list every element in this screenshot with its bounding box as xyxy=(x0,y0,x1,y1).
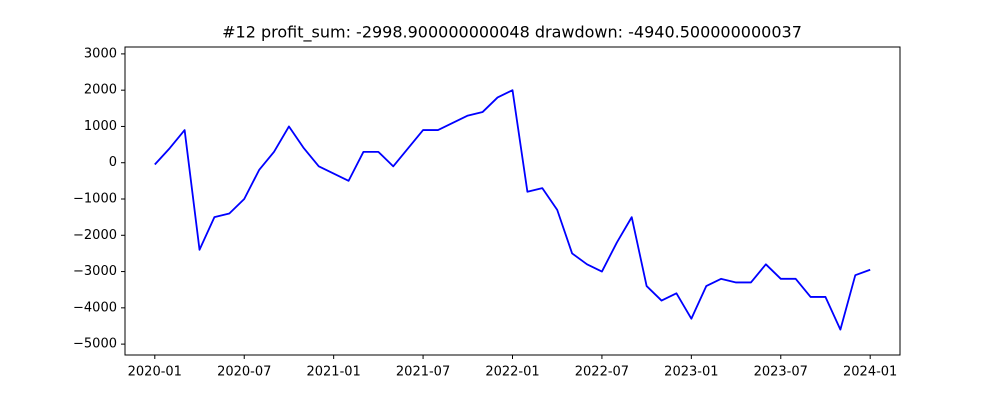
x-tick-label: 2020-07 xyxy=(217,365,271,380)
chart-title: #12 profit_sum: -2998.900000000048 drawd… xyxy=(222,23,802,43)
x-tick-label: 2020-01 xyxy=(128,365,182,380)
y-tick-label: −5000 xyxy=(73,337,117,352)
y-tick-label: 1000 xyxy=(84,119,117,134)
y-tick-label: −1000 xyxy=(73,192,117,207)
y-tick-label: 2000 xyxy=(84,83,117,98)
y-tick-label: −2000 xyxy=(73,228,117,243)
x-tick-label: 2021-07 xyxy=(396,365,450,380)
x-tick-label: 2022-01 xyxy=(485,365,539,380)
y-tick-label: −3000 xyxy=(73,264,117,279)
x-tick-label: 2023-07 xyxy=(754,365,808,380)
x-tick-label: 2022-07 xyxy=(575,365,629,380)
x-tick-label: 2021-01 xyxy=(306,365,360,380)
y-tick-label: −4000 xyxy=(73,300,117,315)
x-tick-label: 2024-01 xyxy=(843,365,897,380)
y-tick-label: 0 xyxy=(109,155,117,170)
x-tick-label: 2023-01 xyxy=(664,365,718,380)
y-tick-label: 3000 xyxy=(84,46,117,61)
line-series xyxy=(154,89,871,331)
